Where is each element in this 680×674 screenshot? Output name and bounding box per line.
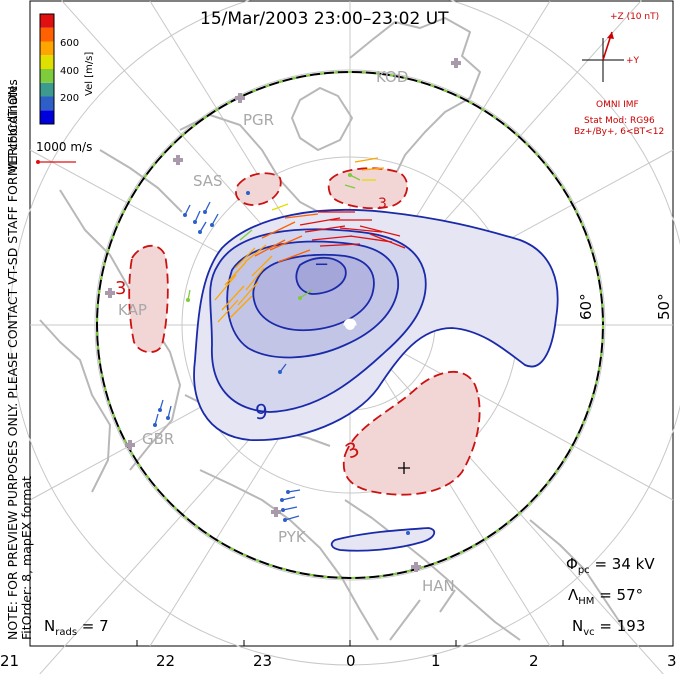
mlt-tick-22: 22 [156,652,176,670]
mlt-tick-0: 0 [346,652,356,670]
scale-vector-label: 1000 m/s [36,140,93,154]
contour-label-3-top: 3 [378,196,387,212]
negative-potential-cell [193,209,559,441]
station-label-gbr: GBR [142,430,175,448]
colorbar [39,13,55,125]
imf-source: OMNI IMF [596,100,639,110]
colorbar-segment [40,27,54,42]
cell-contour-inner [295,256,347,295]
hmb-latitude: ΛHM = 57° [568,586,643,607]
positive-cell-dawn [342,370,481,496]
nvc-symbol: N [572,617,584,635]
latitude-label-50: 50° [655,293,673,320]
station-label-kod: KOD [376,68,409,86]
station-label-han: HAN [422,577,455,595]
colorbar-segment [40,55,54,69]
nrads-subscript: rads [55,627,78,638]
preview-note: NOTE: FOR PREVIEW PURPOSES ONLY. PLEASE … [5,82,34,640]
station-label-pgr: PGR [243,111,275,129]
imf-condition: Bz+/By+, 6<BT<12 [574,127,665,137]
colorbar-label-200: 200 [60,93,80,104]
positive-potential-cells [128,167,481,496]
heppner-maynard-dashes [96,71,604,579]
imf-bz-label: +Z (10 nT) [610,12,660,22]
map-title: 15/Mar/2003 23:00–23:02 UT [200,9,449,29]
station-marker [271,507,281,517]
vector-count: Nvc = 193 [572,617,645,638]
nvc-subscript: vc [583,627,595,638]
station-marker [451,58,461,68]
station-label-kap: KAP [118,301,147,319]
preview-note-line2: FitOrder: 8, mapEX format [19,476,34,640]
nrads-value: = 7 [77,617,109,635]
pole-dot [345,320,355,330]
colorbar-border [39,13,55,125]
contour-label-3-kap: 3 [115,278,127,299]
imf-by-label: +Y [626,56,640,66]
station-label-sas: SAS [193,172,223,190]
imf-dial [582,31,624,82]
station-marker [105,288,115,298]
lambda-subscript: HM [578,596,595,607]
colorbar-label-400: 400 [60,66,80,77]
colorbar-title: Vel [m/s] [84,51,95,96]
positive-cell-kap [128,245,169,354]
positive-cell-sas [235,172,282,206]
colorbar-segment [40,96,54,111]
lambda-value: = 57° [594,586,644,604]
preview-note-line1: NOTE: FOR PREVIEW PURPOSES ONLY. PLEASE … [5,82,20,640]
contour-label-minus: − [314,254,330,275]
colorbar-label-600: 600 [60,38,80,49]
phi-symbol: Φ [566,555,578,573]
mlt-tick-23: 23 [253,652,273,670]
mlt-tick-1: 1 [431,652,441,670]
colorbar-segment [40,82,54,97]
nrads-symbol: N [44,617,56,635]
mlt-tick-marks [29,640,674,646]
colorbar-segment [40,41,54,56]
station-marker [173,155,183,165]
station-markers [105,58,461,572]
station-marker [411,562,421,572]
mlt-tick-3: 3 [667,652,677,670]
velocity-vectors [153,157,410,535]
mlt-tick-2: 2 [529,652,539,670]
colorbar-segment [40,110,54,124]
imf-model: Stat Mod: RG96 [584,116,655,126]
potential-max-marker [398,462,410,474]
lambda-symbol: Λ [568,586,579,604]
station-marker [235,93,245,103]
radar-count: Nrads = 7 [44,617,109,638]
negative-cell-small [330,527,436,552]
phi-value: = 34 kV [589,555,655,573]
colorbar-segment [40,69,54,83]
scale-vector-origin [36,160,40,164]
mlt-tick-21: 21 [0,652,20,670]
nvc-value: = 193 [594,617,646,635]
latitude-label-60: 60° [577,293,595,320]
colorbar-segment [40,14,54,28]
station-label-pyk: PYK [278,528,306,546]
cross-polar-potential: Φpc = 34 kV [566,555,655,576]
positive-cell-top [327,167,408,210]
phi-subscript: pc [577,565,590,576]
station-marker [125,440,135,450]
contour-label-9: 9 [255,400,268,424]
plot-frame [29,0,674,647]
